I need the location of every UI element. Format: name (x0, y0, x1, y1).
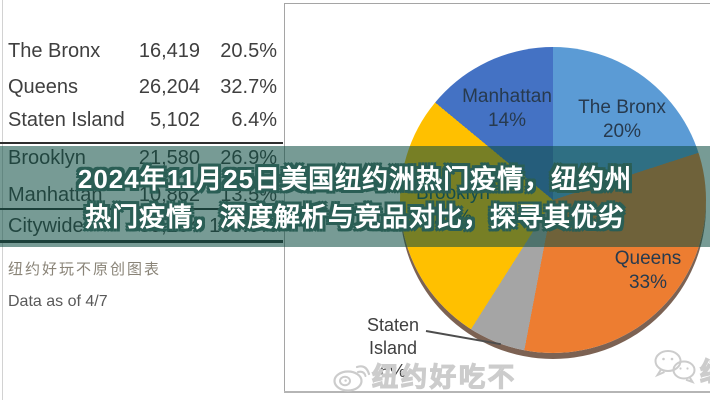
row-label: Queens (8, 76, 79, 98)
pie-label-bronx: The Bronx 20% (557, 96, 687, 144)
row-share: 6.4% (231, 109, 277, 131)
table-row: The Bronx 16,419 20.5% (0, 40, 284, 66)
watermark-text-right-partial: 纽 (699, 352, 710, 389)
data-as-of-label: Data as of 4/7 (8, 293, 108, 310)
pie-label-staten-island: Staten Island 6% (358, 314, 428, 383)
headline-line-2: 热门疫情，深度解析与竞品对比，探寻其优劣 (84, 202, 625, 232)
row-cases: 16,419 (138, 40, 200, 62)
slice-name-line: Staten (366, 315, 420, 335)
slice-name: Queens (614, 248, 682, 269)
watermark-text-center: 纽约好吃不 (371, 361, 518, 392)
credit-note: 纽约好玩不原创图表 (8, 262, 162, 278)
table-row: Staten Island 5,102 6.4% (0, 109, 284, 135)
table-border-line (0, 142, 283, 144)
pie-label-queens: Queens 33% (587, 247, 709, 295)
slice-name-line: Island (368, 338, 418, 358)
headline-line-1: 2024年11月25日美国纽约洲热门疫情，纽约州 (77, 164, 633, 194)
row-cases: 5,102 (149, 109, 200, 131)
pie-label-manhattan: Manhattan 14% (425, 85, 589, 133)
slice-percent: 14% (487, 110, 527, 131)
weibo-icon (331, 358, 373, 399)
row-cases: 26,204 (138, 76, 200, 98)
card-bottom-border (284, 391, 710, 393)
row-label: Staten Island (8, 109, 125, 131)
slice-percent: 33% (628, 272, 668, 293)
slice-percent: 20% (602, 121, 642, 142)
slice-percent: 6% (379, 361, 406, 381)
row-share: 32.7% (220, 76, 277, 98)
table-row: Queens 26,204 32.7% (0, 76, 284, 102)
wechat-icon (651, 347, 699, 390)
row-label: The Bronx (8, 40, 101, 62)
row-share: 20.5% (220, 40, 277, 62)
slice-name: The Bronx (578, 97, 666, 118)
headline-banner: 2024年11月25日美国纽约洲热门疫情，纽约州 热门疫情，深度解析与竞品对比，… (0, 146, 710, 247)
slice-name: Manhattan (462, 86, 552, 107)
